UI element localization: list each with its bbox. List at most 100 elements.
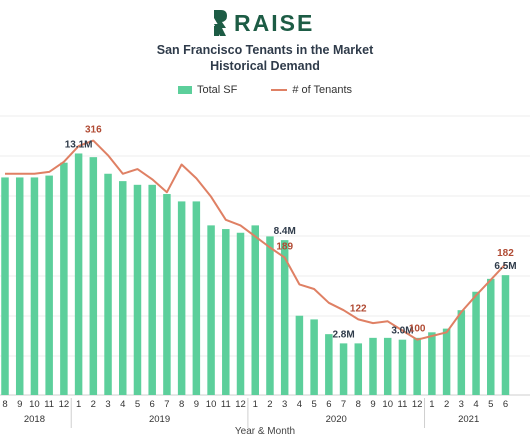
line-tenants (5, 139, 507, 341)
bar-total-sf (45, 175, 53, 395)
bar-total-sf (354, 343, 363, 395)
x-tick-label-year: 2019 (149, 414, 170, 425)
x-tick-label-month: 2 (444, 399, 449, 410)
bar-total-sf (383, 337, 392, 395)
bar-total-sf (472, 291, 480, 395)
data-label-tenants: 122 (350, 303, 367, 314)
bar-total-sf (177, 201, 186, 395)
data-label-total-sf: 2.8M (332, 329, 354, 340)
x-tick-label-month: 8 (2, 399, 7, 410)
data-label-tenants: 100 (409, 324, 426, 335)
x-tick-label-month: 9 (17, 399, 22, 410)
bar-total-sf (133, 184, 142, 395)
bar-total-sf (30, 177, 39, 395)
x-tick-label-month: 4 (473, 399, 478, 410)
x-tick-label-month: 7 (164, 399, 169, 410)
x-tick-label-month: 10 (382, 399, 393, 410)
bar-total-sf (251, 225, 259, 395)
bar-total-sf (148, 184, 156, 395)
brand-name: RAISE (234, 9, 315, 36)
brand-logo: RAISE (212, 8, 314, 38)
bar-total-sf (222, 229, 230, 395)
x-tick-label-month: 6 (150, 399, 155, 410)
x-tick-label-month: 8 (356, 399, 361, 410)
bar-total-sf (60, 162, 68, 395)
bar-total-sf (207, 225, 215, 395)
bar-total-sf (119, 181, 127, 395)
x-tick-label-month: 3 (282, 399, 287, 410)
data-label-tenants: 189 (276, 242, 293, 253)
bar-total-sf (398, 339, 407, 395)
chart-subtitle: Historical Demand (210, 59, 320, 73)
bar-total-sf (266, 236, 274, 395)
bar-total-sf (89, 157, 98, 395)
bar-total-sf (1, 177, 9, 395)
x-tick-label-month: 11 (221, 399, 231, 410)
bar-total-sf (325, 334, 333, 395)
x-tick-label-year: 2018 (24, 414, 45, 425)
bar-total-sf (339, 343, 348, 395)
bar-total-sf (428, 332, 436, 395)
data-label-tenants: 316 (85, 125, 102, 136)
raise-logo-icon (214, 10, 227, 36)
x-tick-label-month: 6 (503, 399, 508, 410)
x-tick-label-month: 10 (29, 399, 40, 410)
x-tick-label-month: 2 (267, 399, 272, 410)
bar-total-sf (104, 173, 112, 395)
x-tick-label-year: 2021 (458, 414, 479, 425)
x-tick-label-month: 12 (235, 399, 246, 410)
x-tick-label-month: 1 (429, 399, 434, 410)
legend-item-tenants: # of Tenants (271, 84, 352, 96)
x-tick-label-month: 1 (253, 399, 258, 410)
bar-total-sf (487, 278, 495, 395)
x-tick-label-month: 6 (326, 399, 331, 410)
bar-total-sf (369, 337, 377, 395)
bar-total-sf (15, 177, 24, 395)
chart-legend: Total SF # of Tenants (0, 84, 530, 96)
bar-total-sf (280, 240, 289, 395)
x-tick-label-month: 3 (459, 399, 464, 410)
x-tick-label-month: 2 (91, 399, 96, 410)
bar-total-sf (163, 194, 171, 395)
x-tick-label-month: 5 (135, 399, 140, 410)
legend-label-total-sf: Total SF (196, 84, 238, 96)
x-tick-label-month: 11 (44, 399, 54, 410)
bar-total-sf (74, 153, 83, 395)
legend-swatch-line (271, 89, 288, 91)
bar-total-sf (457, 310, 466, 395)
x-tick-label-month: 4 (297, 399, 302, 410)
x-tick-label-month: 1 (76, 399, 81, 410)
x-tick-label-year: 2020 (326, 414, 347, 425)
x-axis-title: Year & Month (234, 426, 296, 437)
x-tick-label-month: 4 (120, 399, 125, 410)
x-tick-label-month: 3 (105, 399, 110, 410)
legend-swatch-bar (177, 86, 192, 94)
x-tick-label-month: 5 (311, 399, 316, 410)
data-label-total-sf: 13.1M (65, 139, 93, 150)
bar-total-sf (192, 201, 201, 395)
bar-total-sf (295, 315, 304, 395)
x-tick-label-month: 10 (206, 399, 217, 410)
x-tick-label-month: 8 (179, 399, 184, 410)
legend-label-tenants: # of Tenants (292, 84, 353, 96)
bar-total-sf (236, 232, 245, 395)
data-label-total-sf: 3.0M (391, 326, 413, 337)
x-tick-label-month: 12 (412, 399, 423, 410)
data-label-total-sf: 6.5M (494, 261, 516, 272)
x-tick-label-month: 9 (370, 399, 375, 410)
x-tick-label-month: 5 (488, 399, 493, 410)
bar-total-sf (501, 275, 510, 395)
x-tick-label-month: 7 (341, 399, 346, 410)
chart-title: San Francisco Tenants in the Market (156, 43, 374, 57)
data-label-total-sf: 8.4M (274, 226, 296, 237)
bar-total-sf (310, 319, 318, 395)
bar-total-sf (442, 328, 451, 395)
x-tick-label-month: 9 (194, 399, 199, 410)
bar-total-sf (413, 337, 421, 395)
legend-item-total-sf: Total SF (177, 84, 238, 96)
x-tick-label-month: 11 (398, 399, 408, 410)
data-label-tenants: 182 (497, 248, 514, 259)
x-tick-label-month: 12 (59, 399, 70, 410)
